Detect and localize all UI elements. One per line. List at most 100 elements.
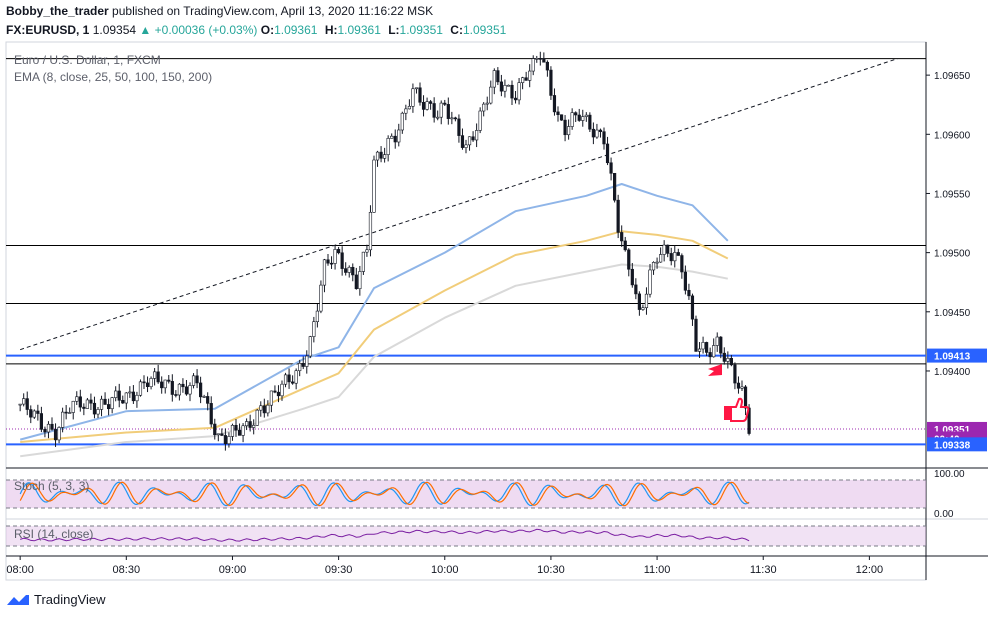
candle-body bbox=[138, 381, 143, 396]
candle-body bbox=[418, 87, 422, 103]
candle-body bbox=[492, 70, 496, 88]
candle-body bbox=[740, 386, 744, 389]
candle-body bbox=[510, 84, 514, 99]
candle-body bbox=[521, 77, 525, 83]
stoch-tick-label: 100.00 bbox=[934, 469, 965, 480]
candle-body bbox=[436, 116, 440, 119]
candle-body bbox=[613, 172, 617, 201]
candle-body bbox=[567, 126, 571, 136]
candle-body bbox=[542, 58, 546, 63]
candle-body bbox=[651, 262, 656, 271]
stoch-label[interactable]: Stoch (5, 3, 3) bbox=[14, 479, 89, 493]
indicator-bands bbox=[6, 479, 926, 547]
last-price: 1.09354 bbox=[92, 23, 137, 37]
candle-body bbox=[170, 381, 174, 395]
candle-body bbox=[230, 424, 235, 437]
stoch-band bbox=[6, 480, 926, 508]
candle-body bbox=[213, 423, 217, 436]
symbol-info: FX:EURUSD, 1 1.09354 ▲ +0.00036 (+0.03%)… bbox=[6, 23, 510, 37]
candle-body bbox=[131, 391, 135, 402]
trend-line[interactable] bbox=[19, 58, 898, 351]
candle-body bbox=[499, 81, 503, 92]
candle-body bbox=[308, 336, 312, 357]
price-change: ▲ +0.00036 (+0.03%) bbox=[139, 23, 258, 37]
candle-body bbox=[266, 404, 270, 414]
candle-body bbox=[531, 58, 535, 72]
price-series bbox=[18, 51, 751, 451]
candle-body bbox=[450, 117, 454, 120]
candle-body bbox=[209, 403, 213, 425]
candle-body bbox=[153, 371, 157, 379]
candle-body bbox=[195, 375, 199, 384]
candle-body bbox=[680, 255, 684, 273]
x-tick-label: 08:30 bbox=[113, 564, 141, 576]
candle-body bbox=[75, 396, 79, 402]
horizontal-levels bbox=[6, 58, 926, 446]
candle-body bbox=[712, 345, 716, 358]
author-name[interactable]: Bobby_the_trader bbox=[6, 4, 109, 18]
brand-name[interactable]: TradingView bbox=[34, 592, 106, 607]
candle-body bbox=[528, 70, 532, 81]
candle-body bbox=[315, 310, 319, 323]
x-tick-label: 08:00 bbox=[6, 564, 34, 576]
candle-body bbox=[25, 398, 29, 410]
ema-indicator-label[interactable]: EMA (8, close, 25, 50, 100, 150, 200) bbox=[14, 70, 212, 84]
candle-body bbox=[390, 135, 394, 139]
candle-body bbox=[64, 411, 68, 414]
rsi-line bbox=[20, 528, 750, 542]
candle-body bbox=[457, 118, 461, 136]
candle-body bbox=[71, 400, 75, 413]
candle-body bbox=[227, 436, 231, 445]
publish-text: published on TradingView.com, April 13, … bbox=[112, 4, 434, 18]
candle-body bbox=[312, 321, 316, 337]
candle-body bbox=[156, 371, 160, 383]
candle-body bbox=[549, 69, 553, 96]
candle-body bbox=[206, 396, 210, 404]
candle-body bbox=[609, 162, 613, 174]
candle-body bbox=[556, 111, 560, 116]
candle-body bbox=[333, 249, 337, 264]
candle-body bbox=[602, 131, 606, 145]
candle-body bbox=[697, 348, 702, 352]
candle-body bbox=[372, 159, 376, 213]
candle-body bbox=[259, 405, 263, 411]
candle-body bbox=[276, 391, 281, 397]
candle-body bbox=[574, 112, 578, 116]
candle-body bbox=[188, 385, 192, 395]
candle-body bbox=[584, 114, 588, 117]
candle-body bbox=[117, 390, 121, 401]
price-label-box bbox=[927, 437, 987, 452]
candle-body bbox=[241, 425, 245, 436]
x-tick-label: 12:00 bbox=[856, 564, 884, 576]
candle-body bbox=[471, 136, 475, 141]
candle-body bbox=[676, 252, 680, 256]
candle-body bbox=[269, 390, 273, 406]
candle-body bbox=[358, 271, 362, 290]
candle-body bbox=[383, 154, 387, 159]
candle-body bbox=[404, 108, 408, 114]
candle-body bbox=[337, 249, 341, 254]
x-tick-label: 11:00 bbox=[644, 564, 671, 576]
candle-body bbox=[489, 86, 493, 104]
candle-body bbox=[736, 382, 741, 389]
candle-body bbox=[627, 249, 631, 270]
candle-body bbox=[287, 374, 291, 383]
candle-body bbox=[588, 114, 592, 130]
candle-body bbox=[301, 363, 305, 367]
candle-body bbox=[538, 58, 542, 60]
candle-body bbox=[407, 106, 411, 110]
grid bbox=[5, 41, 988, 581]
close-value: 1.09351 bbox=[462, 23, 507, 37]
close-label: C: bbox=[450, 23, 463, 37]
chart-title: Euro / U.S. Dollar, 1, FXCM bbox=[14, 53, 161, 67]
candle-body bbox=[347, 266, 351, 273]
candle-body bbox=[662, 244, 666, 255]
candle-body bbox=[683, 271, 687, 291]
y-tick-label: 1.09500 bbox=[934, 249, 971, 260]
candle-body bbox=[690, 295, 695, 320]
candle-body bbox=[669, 253, 673, 262]
candle-body bbox=[216, 433, 220, 436]
rsi-label[interactable]: RSI (14, close) bbox=[14, 527, 93, 541]
candle-body bbox=[648, 269, 652, 295]
